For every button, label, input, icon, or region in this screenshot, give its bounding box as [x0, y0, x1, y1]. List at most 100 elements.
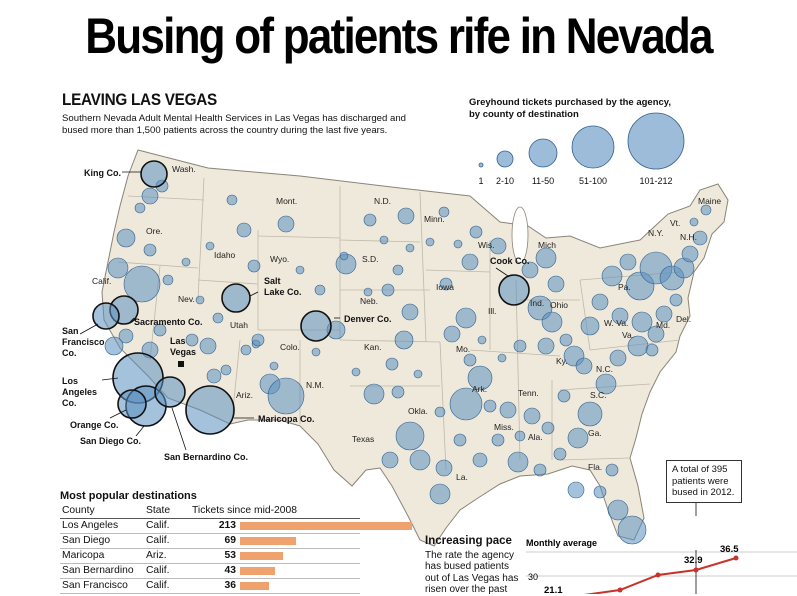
county-bubble: [181, 257, 191, 267]
county-bubble: [499, 401, 517, 419]
county-label-las-vegas-2: Vegas: [170, 347, 196, 357]
cell-tickets: 53: [224, 550, 236, 561]
county-label-la-3: Co.: [62, 398, 77, 408]
state-label-del: Del.: [676, 314, 691, 324]
county-bubble: [469, 225, 483, 239]
legend-label-101-212: 101-212: [639, 176, 672, 186]
header-tickets: Tickets since mid-2008: [192, 505, 297, 516]
county-bubble: [483, 399, 497, 413]
legend-bubble-11-50: [528, 138, 558, 168]
cell-state: Calif.: [146, 580, 170, 591]
legend-label-1: 1: [478, 176, 483, 186]
county-bubble: [453, 433, 467, 447]
cell-county: San Diego: [62, 535, 111, 546]
county-bubble: [162, 274, 174, 286]
state-label-md: Md.: [656, 320, 670, 330]
county-bubble: [434, 406, 446, 418]
ticket-bar: [240, 522, 412, 530]
county-bubble: [559, 333, 573, 347]
state-labels: Wash. Ore. Calif. Nev. Idaho Mont. Wyo. …: [92, 164, 721, 482]
monthly-average-chart: Monthly average 30 21.1 32.9 36.5: [526, 486, 797, 594]
bubble-layer: [104, 179, 712, 545]
county-bubble: [394, 330, 414, 350]
county-label-denver: Denver Co.: [344, 314, 392, 324]
ticket-bar: [240, 552, 283, 560]
legend-bubble-101-212: [627, 112, 685, 170]
cell-county: San Francisco: [62, 580, 128, 591]
county-bubble: [601, 265, 623, 287]
state-label-ga: Ga.: [588, 428, 602, 438]
state-label-ala: Ala.: [528, 432, 543, 442]
increasing-pace: Increasing pace The rate the agency has …: [425, 535, 525, 596]
county-bubble: [647, 325, 665, 343]
state-label-nm: N.M.: [306, 380, 324, 390]
denver-co-bubble: [300, 310, 332, 342]
header-county: County: [62, 505, 95, 516]
county-bubble: [123, 265, 161, 303]
county-bubble: [593, 485, 607, 499]
county-bubble: [385, 357, 399, 371]
county-bubble: [247, 259, 261, 273]
legend-bubble-1: [478, 162, 484, 168]
county-bubble: [541, 421, 555, 435]
cell-state: Calif.: [146, 520, 170, 531]
county-bubble: [591, 293, 609, 311]
county-bubble: [513, 339, 527, 353]
state-label-ill: Ill.: [488, 306, 497, 316]
state-label-ind: Ind.: [530, 298, 544, 308]
county-bubble: [523, 407, 541, 425]
county-bubble: [607, 499, 629, 521]
state-label-okla: Okla.: [408, 406, 428, 416]
table-row: Los Angeles Calif. 213: [60, 519, 412, 534]
county-bubble: [251, 333, 265, 347]
county-bubble: [567, 427, 589, 449]
legend-bubbles: [478, 112, 685, 170]
ticket-bar: [240, 567, 275, 575]
cell-tickets: 43: [224, 565, 236, 576]
state-label-minn: Minn.: [424, 214, 445, 224]
state-label-ny: N.Y.: [648, 228, 663, 238]
county-bubble: [553, 447, 567, 461]
county-label-salt-lake-2: Lake Co.: [264, 287, 302, 297]
state-label-kan: Kan.: [364, 342, 382, 352]
state-label-mo: Mo.: [456, 344, 470, 354]
county-bubble: [401, 303, 419, 321]
county-label-la-2: Angeles: [62, 387, 97, 397]
orange-co-bubble: [117, 389, 147, 419]
county-bubble: [339, 251, 349, 261]
pace-body: The rate the agency has bused patients o…: [425, 549, 519, 596]
county-label-maricopa: Maricopa Co.: [258, 414, 315, 424]
county-bubble: [453, 239, 463, 249]
county-bubble: [295, 265, 305, 275]
county-bubble: [311, 347, 321, 357]
cell-county: San Bernardino: [62, 565, 134, 576]
county-label-la-1: Los: [62, 376, 78, 386]
county-bubble: [689, 217, 699, 227]
county-bubble: [199, 337, 217, 355]
cell-tickets: 213: [218, 520, 236, 531]
ticket-bar: [240, 537, 296, 545]
state-label-ohio: Ohio: [550, 300, 568, 310]
leader-lines: [79, 171, 509, 451]
legend-labels: 1 2-10 11-50 51-100 101-212: [478, 176, 672, 186]
county-label-san-diego: San Diego Co.: [80, 436, 141, 446]
county-bubble: [220, 364, 232, 376]
county-bubble: [107, 257, 129, 279]
county-bubble: [472, 452, 488, 468]
cell-tickets: 36: [224, 580, 236, 591]
state-label-wyo: Wyo.: [270, 254, 289, 264]
county-bubble: [409, 449, 431, 471]
county-bubble: [134, 202, 146, 214]
county-bubble: [443, 325, 461, 343]
point-3: [693, 567, 699, 573]
chart-title: Monthly average: [526, 538, 597, 548]
san-bernardino-co-bubble: [154, 376, 186, 408]
county-bubble: [413, 369, 423, 379]
county-bubble: [541, 311, 563, 333]
section-title: LEAVING LAS VEGAS: [62, 90, 217, 109]
county-bubble: [489, 237, 507, 255]
callout-box: A total of 395 patients were bused in 20…: [666, 460, 742, 503]
state-label-wva: W. Va.: [604, 318, 628, 328]
county-bubble: [277, 215, 295, 233]
